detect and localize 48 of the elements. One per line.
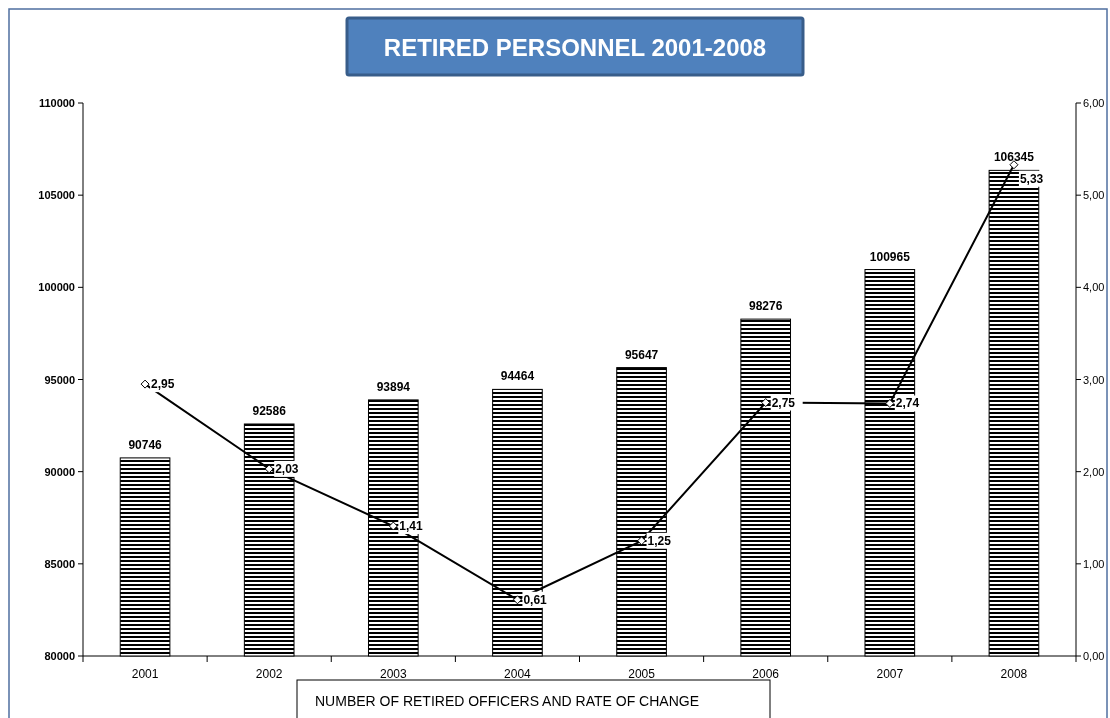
- data-label: 2,75: [771, 395, 796, 410]
- x-tick-label: 2007: [876, 667, 904, 681]
- point: [388, 521, 398, 531]
- y-tick-label: 105000: [38, 189, 75, 202]
- data-label: 1,25: [647, 533, 672, 548]
- y2-tick-label: 5,00: [1083, 189, 1105, 202]
- data-label: 98276: [749, 299, 783, 314]
- x-tick-label: 2004: [504, 667, 532, 681]
- chart-title: RETIRED PERSONNEL 2001-2008: [383, 34, 767, 61]
- data-label: 100965: [869, 249, 911, 264]
- y2-tick-label: 3,00: [1083, 373, 1105, 386]
- y-tick-label: 90000: [44, 465, 75, 478]
- data-label: 5,33: [1019, 171, 1044, 186]
- data-label: 92586: [252, 404, 287, 418]
- text: NUMBER OF RETIRED OFFICERS AND RATE OF CHANGE: [315, 693, 699, 709]
- data-label: 106345: [993, 150, 1035, 165]
- x-tick-label: 2001: [131, 667, 159, 681]
- point: [140, 379, 150, 389]
- data-label: 90746: [128, 437, 163, 452]
- data-label: 94464: [500, 369, 535, 384]
- point: [264, 464, 274, 474]
- data-label: 93894: [376, 379, 411, 394]
- y2-tick-label: 6,00: [1083, 97, 1105, 109]
- y-tick-label: 95000: [44, 373, 75, 386]
- point: [885, 398, 895, 408]
- y2-tick-label: 2,00: [1083, 465, 1105, 478]
- data-label: 2,74: [895, 396, 920, 411]
- x-tick-label: 2008: [1000, 667, 1028, 681]
- data-label: 2,95: [151, 377, 175, 392]
- y-tick-label: 100000: [38, 281, 75, 294]
- y-tick-label: 85000: [44, 557, 75, 570]
- data-label: 95647: [624, 347, 659, 362]
- data-label: 1,41: [399, 519, 423, 534]
- point: [761, 398, 771, 408]
- y2-tick-label: 0,00: [1083, 650, 1105, 662]
- point: [1009, 160, 1019, 170]
- y-tick-label: 80000: [44, 650, 75, 662]
- x-tick-label: 2006: [752, 667, 780, 681]
- x-tick-label: 2005: [628, 667, 656, 681]
- point: [512, 595, 522, 605]
- data-label: 2,03: [275, 461, 299, 476]
- y-tick-label: 110000: [38, 97, 75, 109]
- point: [637, 536, 647, 546]
- y2-tick-label: 4,00: [1083, 281, 1105, 294]
- x-tick-label: 2003: [379, 667, 407, 681]
- x-tick-label: 2002: [255, 667, 283, 681]
- y2-tick-label: 1,00: [1083, 557, 1105, 570]
- data-label: 0,61: [523, 592, 548, 607]
